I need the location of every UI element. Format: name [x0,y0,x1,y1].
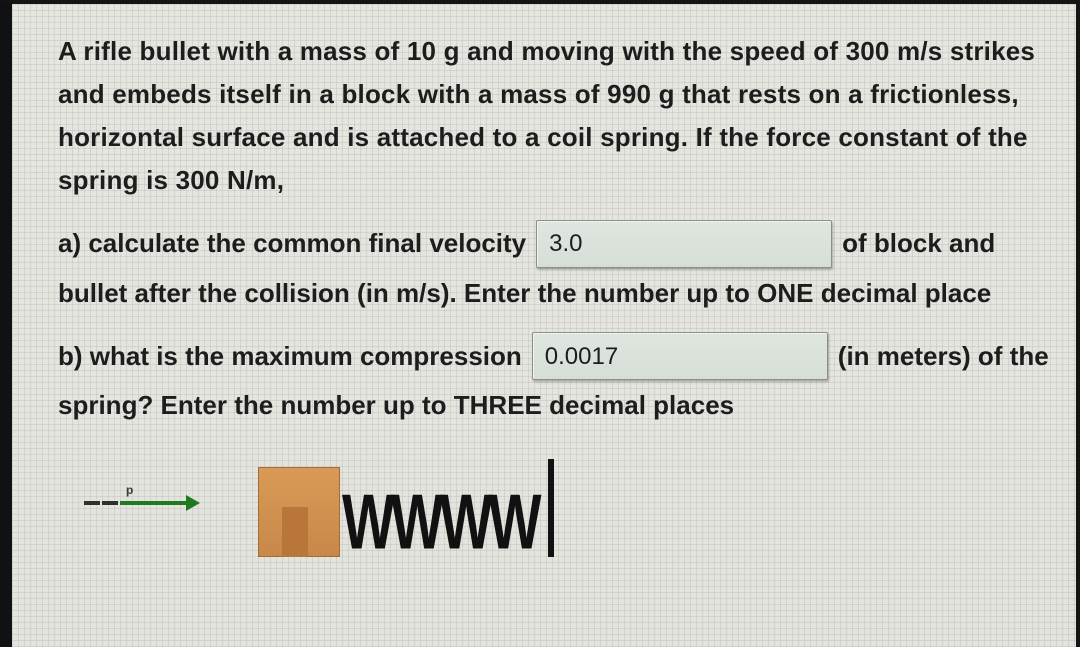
part-b-after: (in meters) of the [838,335,1049,378]
problem-statement: A rifle bullet with a mass of 10 g and m… [58,30,1050,202]
part-a-row: a) calculate the common final velocity 3… [58,220,1050,268]
physics-diagram: p WWWW [58,457,578,557]
velocity-arrow-icon [120,501,190,505]
bullet-mid-icon [102,501,118,505]
bullet-arrow-icon: p [84,501,190,505]
part-b-line2: spring? Enter the number up to THREE dec… [58,384,1050,427]
part-b-answer-input[interactable]: 0.0017 [532,332,828,380]
part-a-after: of block and [842,222,995,265]
wall-icon [548,459,554,557]
part-a-answer-input[interactable]: 3.0 [536,220,832,268]
bullet-tail-icon [84,501,100,505]
part-b-row: b) what is the maximum compression 0.001… [58,332,1050,380]
spring-icon: WWWW [342,491,537,554]
part-a-prefix: a) calculate the common final velocity [58,222,526,265]
part-a-line2: bullet after the collision (in m/s). Ent… [58,272,1050,315]
block-inset-icon [282,507,308,557]
part-b-prefix: b) what is the maximum compression [58,335,522,378]
question-panel: A rifle bullet with a mass of 10 g and m… [0,0,1080,647]
bullet-momentum-label: p [126,483,133,497]
